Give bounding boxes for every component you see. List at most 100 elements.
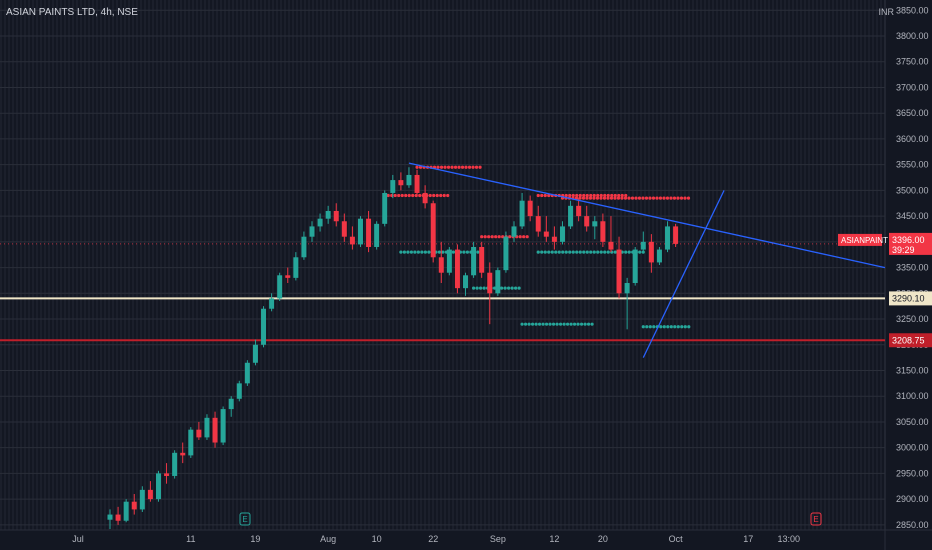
grid-stripe	[4, 0, 6, 530]
level-dot	[508, 235, 512, 239]
level-dot	[578, 196, 582, 200]
grid-stripe	[780, 0, 782, 530]
grid-stripe	[188, 0, 190, 530]
grid-stripe	[396, 0, 398, 530]
candle-body	[204, 417, 210, 438]
candle-body	[559, 226, 565, 242]
level-dot	[480, 235, 484, 239]
earnings-marker-label: E	[813, 515, 818, 524]
grid-stripe	[320, 0, 322, 530]
grid-stripe	[300, 0, 302, 530]
grid-stripe	[488, 0, 490, 530]
grid-stripe	[268, 0, 270, 530]
grid-stripe	[476, 0, 478, 530]
x-tick-label: 20	[598, 534, 608, 544]
candle-body	[244, 362, 250, 384]
grid-stripe	[868, 0, 870, 530]
grid-stripe	[348, 0, 350, 530]
level-dot	[630, 196, 635, 200]
level-dot	[467, 165, 472, 169]
y-tick-label: 3350.00	[896, 263, 929, 273]
level-dot	[547, 193, 551, 198]
level-dot	[494, 235, 498, 239]
grid-stripe	[468, 0, 470, 530]
last-price-label-bg	[889, 232, 932, 255]
x-tick-label: Oct	[669, 534, 684, 544]
level-label-bg	[889, 333, 932, 348]
level-dot	[482, 286, 486, 290]
level-dot	[651, 196, 656, 200]
candle-body	[632, 249, 638, 284]
level-label-bg	[889, 291, 932, 306]
level-dot	[451, 250, 455, 254]
grid-stripe	[864, 0, 866, 530]
grid-stripe	[676, 0, 678, 530]
level-dot	[599, 250, 603, 254]
grid-stripe	[792, 0, 794, 530]
grid-stripe	[96, 0, 98, 530]
level-dot	[399, 250, 403, 254]
grid-stripe	[408, 0, 410, 530]
level-dot	[576, 322, 580, 326]
y-tick-label: 2900.00	[896, 494, 929, 504]
level-dot	[679, 196, 684, 200]
level-dot	[540, 250, 544, 254]
candle-body	[406, 174, 412, 186]
candle-body	[430, 203, 436, 258]
grid-stripe	[684, 0, 686, 530]
candle-body	[414, 174, 420, 193]
level-dot	[575, 193, 579, 198]
candle-body	[285, 275, 291, 278]
level-dot	[590, 322, 594, 326]
currency-label: INR	[878, 7, 895, 17]
grid-stripe	[812, 0, 814, 530]
grid-stripe	[368, 0, 370, 530]
level-dot	[435, 193, 439, 198]
candle-body	[269, 298, 275, 309]
level-dot	[436, 165, 440, 169]
candle-body	[107, 514, 113, 520]
level-dot	[571, 250, 575, 254]
level-dot	[568, 250, 572, 254]
level-dot	[596, 250, 600, 254]
grid-stripe	[216, 0, 218, 530]
grid-stripe	[836, 0, 838, 530]
level-dot	[616, 196, 621, 200]
level-dot	[659, 325, 663, 329]
grid-stripe	[328, 0, 330, 530]
level-dot	[555, 322, 559, 326]
grid-stripe	[520, 0, 522, 530]
grid-stripe	[360, 0, 362, 530]
level-dot	[582, 250, 586, 254]
grid-stripe	[492, 0, 494, 530]
level-dot	[541, 322, 545, 326]
candle-body	[349, 236, 355, 245]
grid-stripe	[572, 0, 574, 530]
y-tick-label: 3050.00	[896, 417, 929, 427]
grid-stripe	[560, 0, 562, 530]
earnings-marker	[239, 512, 251, 526]
level-dot	[564, 193, 568, 198]
level-dot	[645, 325, 649, 329]
grid-stripe	[140, 0, 142, 530]
grid-stripe	[32, 0, 34, 530]
grid-stripe	[232, 0, 234, 530]
x-tick-label: 12	[549, 534, 559, 544]
y-tick-label: 3000.00	[896, 443, 929, 453]
level-dot	[599, 193, 603, 198]
grid-stripe	[212, 0, 214, 530]
level-dot	[599, 196, 603, 200]
level-dot	[683, 196, 687, 200]
grid-stripe	[252, 0, 254, 530]
trendline	[642, 190, 725, 358]
level-dot	[446, 193, 450, 198]
grid-stripe	[196, 0, 198, 530]
grid-stripe	[720, 0, 722, 530]
grid-stripe	[288, 0, 290, 530]
grid-stripe	[796, 0, 798, 530]
candle-body	[471, 246, 477, 276]
y-tick-label: 3750.00	[896, 57, 929, 67]
grid-stripe	[536, 0, 538, 530]
level-dot	[565, 322, 570, 326]
